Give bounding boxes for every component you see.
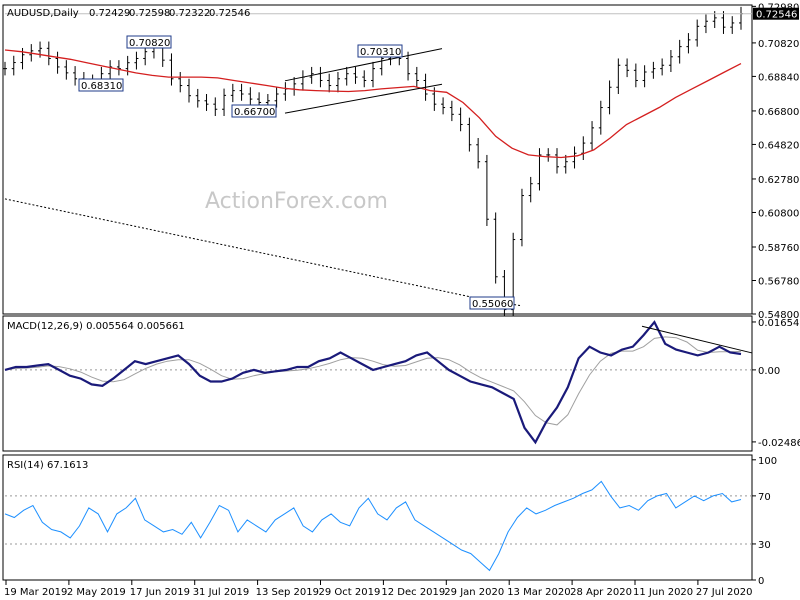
annotation-label: 0.66700 (234, 107, 275, 118)
annotation-box (231, 104, 277, 118)
macd-main-line (4, 320, 742, 445)
annotation-label: 0.70820 (129, 38, 170, 49)
x-tick-label: 13 Sep 2019 (256, 587, 319, 598)
ohlc-close: 0.72546 (209, 8, 250, 19)
current-price-tag (753, 7, 799, 20)
price-tick-label: 0.54800 (758, 310, 799, 321)
ohlc-high: 0.72598 (129, 8, 170, 19)
macd-tick-label: 0.01654 (758, 318, 799, 329)
annotation-box (357, 44, 403, 58)
ohlc-low: 0.72322 (169, 8, 210, 19)
price-tick-label: 0.68840 (758, 72, 799, 83)
x-tick-label: 2 May 2019 (67, 587, 126, 598)
x-tick-label: 13 Mar 2020 (507, 587, 570, 598)
moving-average-red (4, 49, 742, 159)
rsi-layer (4, 480, 752, 572)
macd-tick-label: 0.00 (758, 366, 780, 377)
x-tick-label: 17 Jun 2019 (130, 587, 190, 598)
rsi-tick-label: 30 (758, 540, 771, 551)
price-tick-label: 0.56780 (758, 276, 799, 287)
price-tick-label: 0.72980 (758, 2, 799, 13)
x-tick-label: 19 Mar 2019 (4, 587, 67, 598)
x-tick-label: 28 Apr 2020 (570, 587, 632, 598)
price-tick-label: 0.62780 (758, 175, 799, 186)
watermark: ActionForex.com (205, 189, 388, 214)
price-tick-label: 0.66800 (758, 107, 799, 118)
annotation-box (78, 78, 124, 92)
annotation-label: 0.70310 (360, 47, 401, 58)
x-tick-label: 29 Jan 2020 (444, 587, 504, 598)
rsi-tick-label: 100 (758, 456, 777, 467)
current-price-label: 0.72546 (756, 10, 797, 21)
annotation-box (126, 35, 172, 49)
macd-label: MACD(12,26,9) 0.005564 0.005661 (7, 321, 185, 332)
chart-title: AUDUSD,Daily (7, 8, 79, 19)
x-tick-label: 27 Jul 2020 (696, 587, 753, 598)
price-tick-label: 0.58760 (758, 243, 799, 254)
ohlc-open: 0.72429 (89, 8, 130, 19)
x-tick-label: 11 Jun 2020 (633, 587, 693, 598)
channel-upper-line (284, 48, 443, 82)
x-tick-label: 31 Jul 2019 (193, 587, 250, 598)
price-layer: 0.70820 0.68310 0.66700 0.70310 0.55060 (3, 6, 752, 317)
annotation-label: 0.55060 (472, 299, 513, 310)
price-tick-label: 0.64820 (758, 140, 799, 151)
price-tick-label: 0.60800 (758, 208, 799, 219)
rsi-panel-frame (2, 454, 753, 581)
rsi-tick-label: 0 (758, 576, 764, 587)
x-tick-label: 29 Oct 2019 (319, 587, 381, 598)
macd-tick-label: -0.02486 (758, 438, 800, 449)
rsi-tick-label: 70 (758, 492, 771, 503)
price-tick-label: 0.70820 (758, 39, 799, 50)
annotation-box (469, 296, 515, 310)
rsi-line (4, 480, 742, 572)
macd-trendline (641, 325, 753, 354)
macd-panel-frame (2, 315, 753, 452)
annotation-label: 0.68310 (81, 81, 122, 92)
macd-layer (4, 320, 753, 445)
channel-lower-line (284, 83, 443, 114)
rsi-label: RSI(14) 67.1613 (7, 460, 88, 471)
x-tick-label: 12 Dec 2019 (381, 587, 445, 598)
axis-layer: 0.725460.729800.708200.688400.668000.648… (4, 2, 800, 598)
